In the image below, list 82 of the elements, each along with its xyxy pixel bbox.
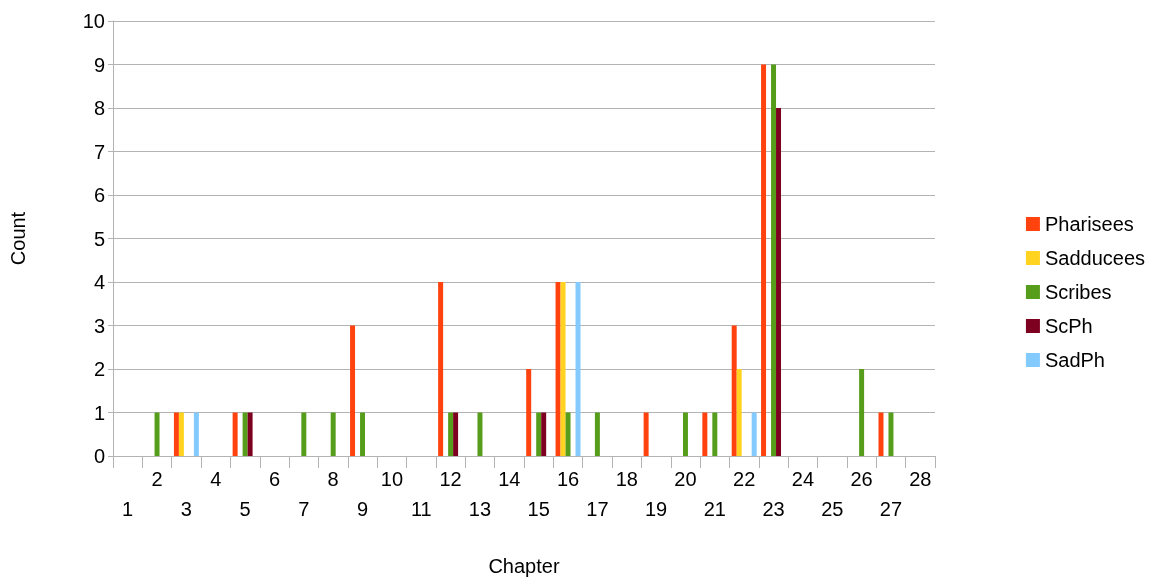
legend-label: Scribes [1044,281,1112,303]
x-tick-label: 24 [791,468,815,490]
x-tick-label: 13 [468,498,492,520]
bar [702,412,708,456]
x-tick-label: 23 [762,498,785,520]
x-tick-label: 27 [879,498,903,520]
x-tick-label: 12 [439,468,462,490]
bar [178,412,184,456]
legend-label: SadPh [1044,349,1105,371]
bar [643,412,649,456]
x-tick-label: 22 [733,468,756,490]
bar [453,412,459,456]
x-tick-label: 14 [498,468,521,490]
bar [448,412,454,456]
x-tick-label: 11 [410,498,432,520]
bar [242,412,248,456]
x-tick-label: 15 [527,498,550,520]
x-tick-label: 21 [703,498,726,520]
bar [776,108,782,456]
y-tick-label: 3 [93,314,105,337]
x-tick-label: 17 [586,498,609,520]
x-tick-label: 28 [909,468,932,490]
bar [526,369,532,456]
y-tick-label: 4 [93,271,105,293]
bar [360,412,366,456]
bar [575,282,581,456]
bar [682,412,688,456]
bar [247,412,253,456]
x-tick-label: 20 [674,468,697,490]
y-tick-label: 0 [93,445,105,467]
y-tick-label: 6 [93,184,105,206]
legend-label: Sadducees [1044,247,1145,269]
x-tick-label: 2 [151,468,163,490]
bar [712,412,718,456]
y-tick-label: 8 [93,97,105,119]
bar [761,64,767,456]
y-tick-label: 1 [93,401,105,424]
y-tick-label: 9 [93,53,105,76]
bar [736,369,742,456]
bar [751,412,757,456]
x-tick-label: 10 [380,468,404,490]
y-tick-label: 7 [93,140,105,163]
bar [232,412,238,456]
bar [565,412,571,456]
y-tick-label: 2 [93,358,105,380]
x-tick-label: 7 [298,498,310,520]
y-tick-label: 5 [93,227,105,250]
bar [560,282,566,456]
x-tick-label: 25 [821,498,844,520]
bar [154,412,160,456]
bar [438,282,444,456]
bar [888,412,894,456]
bar [555,282,561,456]
x-tick-label: 8 [327,468,339,490]
bar [859,369,865,456]
bar [771,64,777,456]
bar [878,412,884,456]
bar [173,412,179,456]
bar [594,412,600,456]
legend-label: ScPh [1044,315,1093,337]
x-tick-label: 16 [556,468,580,490]
bar [477,412,483,456]
y-tick-label: 10 [82,10,105,32]
x-tick-label: 4 [210,468,222,490]
x-tick-label: 26 [850,468,873,490]
y-axis-title: Count [7,211,29,266]
x-tick-label: 6 [268,468,281,490]
x-tick-label: 3 [180,498,192,520]
bar [350,325,356,456]
x-tick-label: 9 [356,498,369,520]
x-tick-label: 5 [239,498,251,520]
bar [330,412,336,456]
legend-label: Pharisees [1044,213,1134,235]
x-tick-label: 18 [615,468,638,490]
x-tick-label: 19 [644,498,668,520]
bar [731,325,737,456]
bar [301,412,307,456]
bar [193,412,199,456]
bar [536,412,542,456]
bar [541,412,547,456]
x-axis-title: Chapter [488,555,560,577]
x-tick-label: 1 [122,498,134,520]
